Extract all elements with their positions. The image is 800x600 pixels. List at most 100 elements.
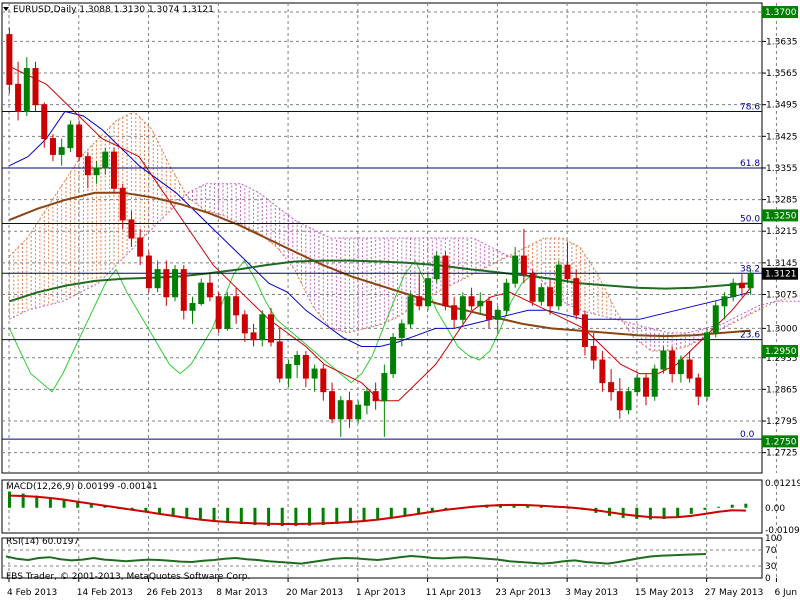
macd-bar bbox=[308, 507, 311, 526]
candle bbox=[320, 364, 327, 401]
candle-body bbox=[102, 151, 109, 169]
macd-bar bbox=[703, 507, 707, 510]
candle bbox=[547, 278, 554, 315]
candle bbox=[337, 396, 344, 437]
candle-body bbox=[651, 368, 658, 397]
candle bbox=[23, 57, 30, 116]
price-tick-label: 1.3075 bbox=[766, 290, 798, 300]
candle bbox=[372, 382, 379, 410]
macd-bar bbox=[689, 507, 693, 514]
candle bbox=[58, 138, 65, 166]
candle-body bbox=[503, 282, 510, 311]
candle-body bbox=[302, 355, 309, 379]
kijun-line bbox=[9, 110, 751, 347]
candle-body bbox=[154, 269, 161, 289]
macd-bar bbox=[185, 507, 189, 518]
candle bbox=[215, 292, 222, 333]
macd-bar bbox=[403, 507, 407, 516]
macd-label: MACD(12,26,9) 0.00199 -0.00141 bbox=[6, 482, 158, 492]
level-tag bbox=[762, 435, 798, 448]
candle-body bbox=[538, 287, 545, 302]
macd-bar bbox=[171, 507, 175, 516]
macd-bar bbox=[321, 507, 325, 526]
fib-level-label: 0.0 bbox=[740, 430, 755, 440]
price-tick-label: 1.3425 bbox=[766, 132, 798, 142]
candle bbox=[416, 274, 423, 311]
macd-tick-label: -0.01093 bbox=[765, 526, 800, 536]
macd-bar bbox=[226, 507, 230, 524]
macd-bar bbox=[512, 504, 516, 508]
candle-body bbox=[555, 264, 562, 307]
candle-body bbox=[442, 255, 449, 307]
macd-tick-label: 0.00 bbox=[765, 504, 785, 514]
candle-body bbox=[32, 68, 39, 106]
macd-bar bbox=[348, 507, 352, 524]
date-tick-label: 11 Apr 2013 bbox=[426, 588, 482, 598]
candle bbox=[128, 210, 135, 248]
candle bbox=[84, 152, 91, 189]
candle bbox=[259, 310, 266, 347]
candle bbox=[302, 350, 309, 388]
candle-body bbox=[198, 282, 205, 305]
rsi-line bbox=[5, 553, 707, 565]
copyright-label: FBS Trader, © 2001-2013, MetaQuotes Soft… bbox=[6, 572, 250, 582]
date-tick-label: 6 Jun 2013 bbox=[774, 588, 800, 598]
macd-bar bbox=[212, 507, 216, 523]
candle-body bbox=[285, 364, 292, 379]
candle-body bbox=[372, 391, 379, 402]
macd-bar bbox=[662, 507, 666, 519]
candle-body bbox=[451, 305, 458, 320]
candle-body bbox=[573, 278, 580, 316]
candle bbox=[76, 120, 83, 162]
candle-body bbox=[424, 278, 431, 307]
candle bbox=[660, 346, 667, 374]
candle-body bbox=[111, 151, 118, 189]
candle-body bbox=[233, 296, 240, 316]
candle bbox=[311, 364, 318, 392]
candle-body bbox=[512, 255, 519, 284]
macd-bar bbox=[335, 507, 339, 525]
candle-body bbox=[634, 377, 641, 393]
candle bbox=[145, 251, 152, 293]
last-price-label: 1.3121 bbox=[765, 270, 797, 280]
candle-body bbox=[294, 355, 301, 366]
candle-body bbox=[224, 296, 231, 329]
macd-panel: 0.01219 0.00 -0.01093 bbox=[8, 479, 800, 536]
candle bbox=[93, 161, 100, 184]
rsi-tick-label: 100 bbox=[765, 534, 782, 544]
candle-body bbox=[58, 147, 65, 155]
price-tick-label: 1.2865 bbox=[766, 385, 798, 395]
candle-body bbox=[180, 269, 187, 311]
indicator-lines bbox=[8, 65, 751, 402]
candle-body bbox=[267, 314, 274, 343]
candle bbox=[137, 228, 144, 266]
level-tag bbox=[762, 344, 798, 357]
macd-bar bbox=[8, 491, 11, 508]
fib-level-label: 61.8 bbox=[740, 159, 760, 169]
candle bbox=[6, 27, 13, 94]
rsi-tick-label: 30 bbox=[765, 562, 777, 572]
rsi-tick-label: 0 bbox=[765, 574, 771, 584]
candle-body bbox=[616, 391, 623, 411]
price-tick-label: 1.2795 bbox=[766, 417, 798, 427]
candle-body bbox=[23, 68, 30, 112]
candle-body bbox=[6, 34, 13, 85]
date-tick-label: 15 May 2013 bbox=[635, 588, 694, 598]
candle-body bbox=[712, 305, 719, 334]
candle bbox=[529, 269, 536, 306]
candle-body bbox=[747, 273, 754, 289]
candle-body bbox=[215, 296, 222, 329]
macd-bar bbox=[744, 503, 748, 508]
candle bbox=[154, 260, 161, 293]
date-tick-label: 4 Feb 2013 bbox=[7, 588, 57, 598]
candle-body bbox=[67, 124, 74, 149]
macd-bar bbox=[280, 507, 284, 527]
price-tick-label: 1.3635 bbox=[766, 37, 798, 47]
macd-signal-line bbox=[9, 494, 746, 525]
macd-bar bbox=[198, 507, 202, 520]
chevron-down-icon[interactable] bbox=[3, 7, 9, 11]
macd-bar bbox=[76, 501, 80, 508]
macd-bar bbox=[35, 495, 39, 508]
candle bbox=[704, 328, 711, 401]
